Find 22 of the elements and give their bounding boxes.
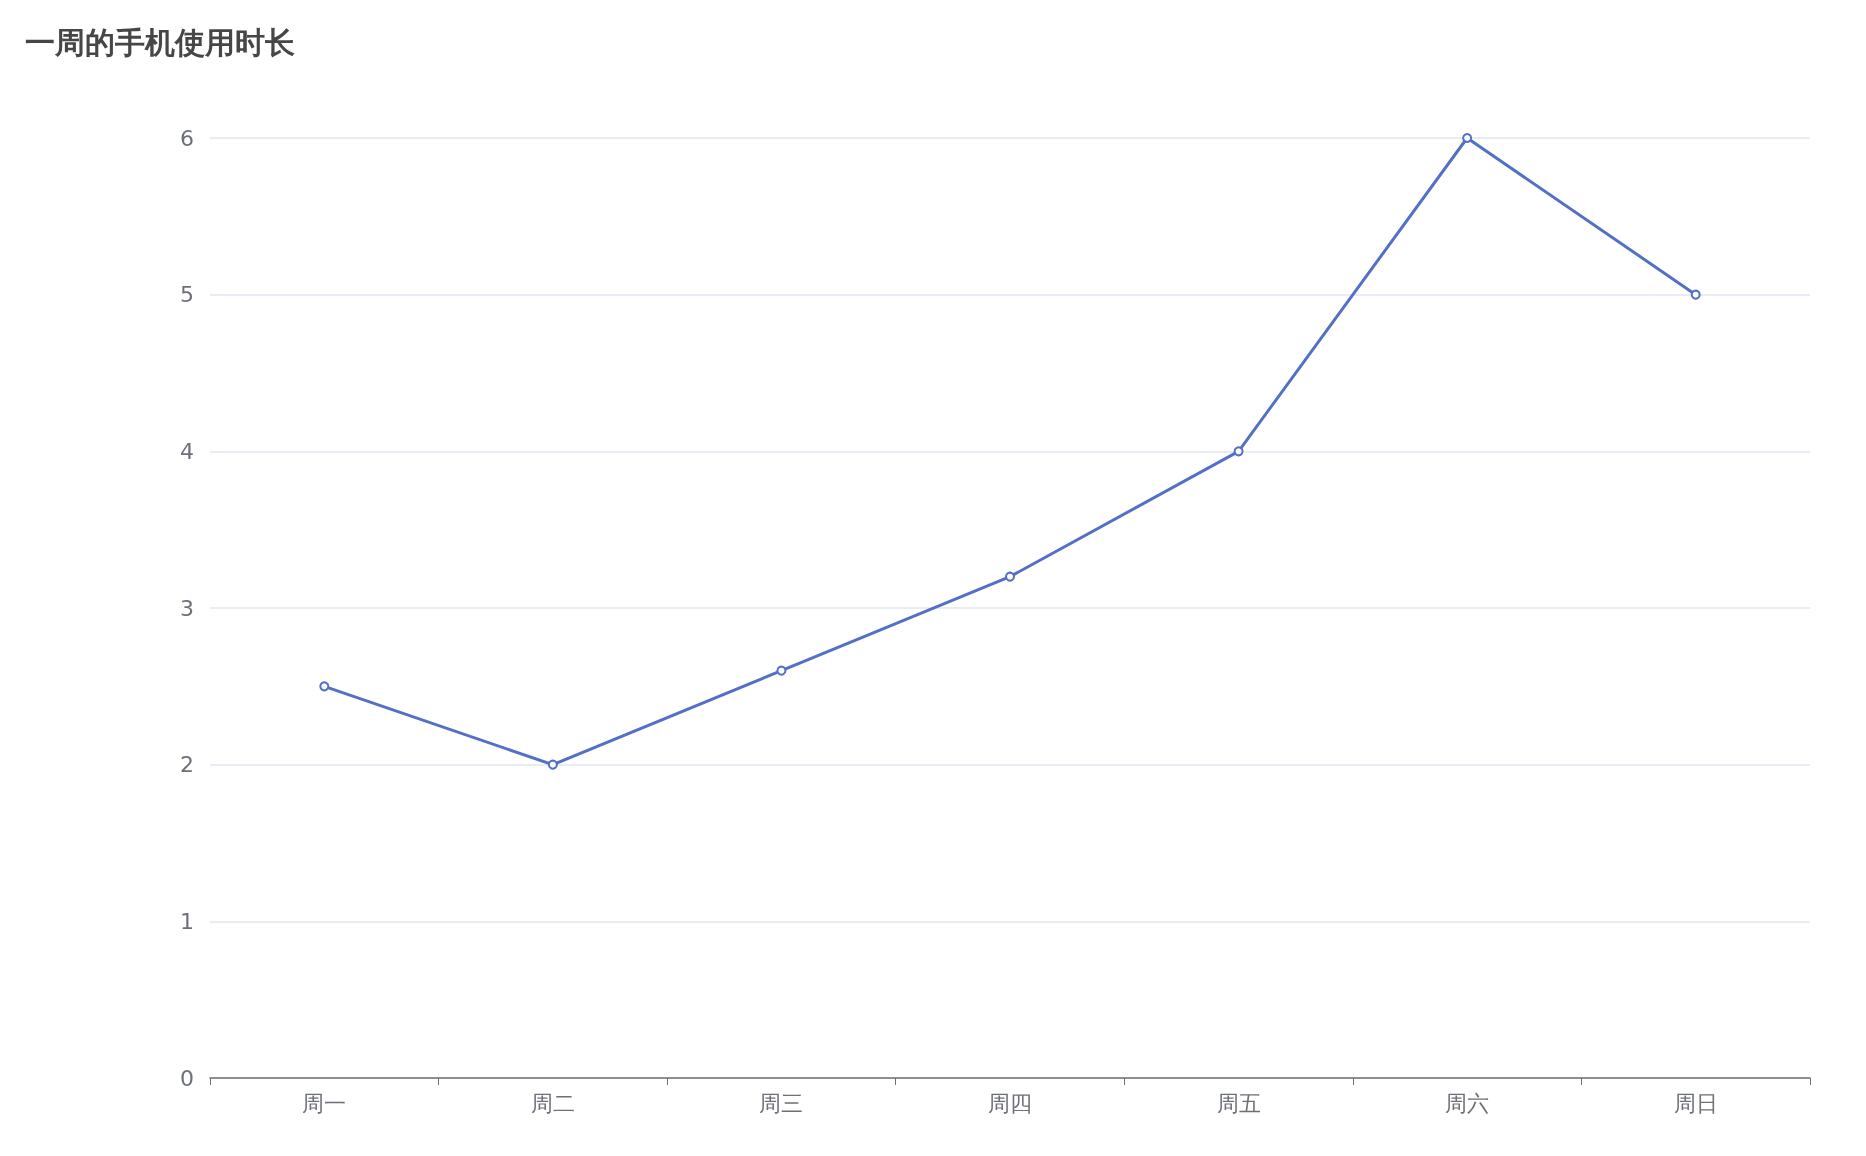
x-tick-label: 周二 (530, 1090, 575, 1116)
point (319, 681, 330, 692)
x-tick-label: 周六 (1445, 1090, 1490, 1116)
point (1690, 289, 1701, 300)
x-tick-label: 周四 (988, 1090, 1032, 1116)
y-tick-label: 5 (180, 282, 194, 308)
x-tick-label: 周一 (302, 1090, 347, 1116)
point (776, 665, 787, 676)
point (1462, 133, 1473, 143)
point (547, 759, 558, 770)
y-tick-label: 6 (180, 125, 194, 151)
y-tick-label: 2 (180, 752, 194, 778)
x-tick-label: 周三 (759, 1090, 804, 1116)
y-tick-label: 1 (180, 908, 194, 934)
y-tick-label: 4 (180, 438, 194, 464)
y-tick-label: 3 (180, 595, 194, 621)
point (1233, 446, 1244, 457)
x-tick-label: 周五 (1216, 1090, 1261, 1116)
y-tick-label: 0 (180, 1065, 194, 1091)
chart-title: 一周的手机使用时长 (25, 24, 295, 60)
point (1005, 571, 1015, 582)
x-tick-label: 周日 (1673, 1090, 1718, 1116)
